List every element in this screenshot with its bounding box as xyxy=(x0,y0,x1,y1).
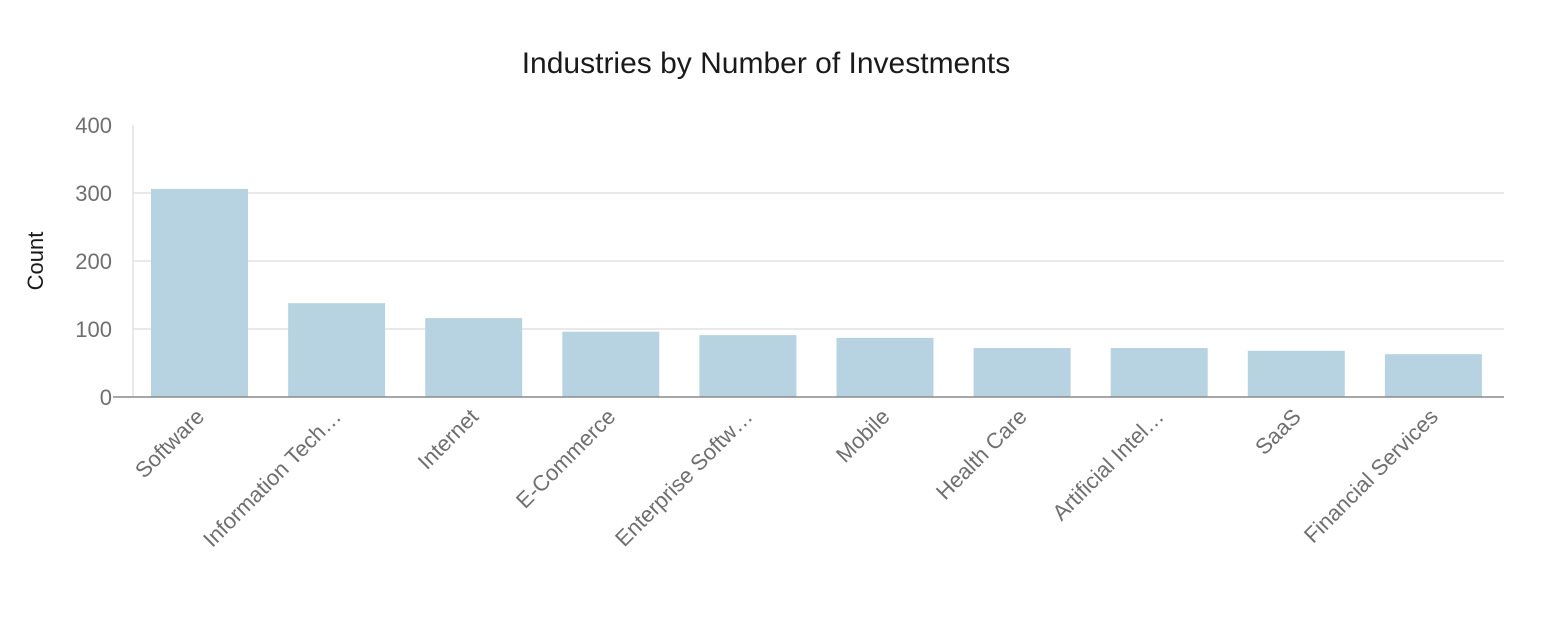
x-tick-label: Mobile xyxy=(831,404,895,468)
y-tick-label: 0 xyxy=(100,385,112,410)
x-tick-label: Information Tech… xyxy=(198,404,346,552)
x-tick-label: Software xyxy=(130,404,209,483)
y-tick-label: 200 xyxy=(75,249,112,274)
bar xyxy=(1247,350,1345,397)
x-tick-label: Financial Services xyxy=(1299,404,1443,548)
y-tick-labels: 0 100 200 300 400 xyxy=(75,113,112,410)
y-tick-label: 300 xyxy=(75,181,112,206)
bar xyxy=(151,188,248,397)
bar xyxy=(699,335,797,397)
bar xyxy=(425,318,523,397)
bar xyxy=(1110,348,1208,397)
x-tick-label: Artificial Intel… xyxy=(1047,404,1168,525)
bar xyxy=(562,331,660,397)
x-tick-label: Enterprise Softw… xyxy=(610,404,757,551)
bar xyxy=(288,303,386,397)
y-axis-label: Count xyxy=(23,232,48,291)
y-tick-label: 100 xyxy=(75,317,112,342)
x-tick-label: Health Care xyxy=(931,404,1032,505)
x-tick-label: E-Commerce xyxy=(511,404,620,513)
x-tick-label: SaaS xyxy=(1250,404,1306,460)
bar xyxy=(1384,354,1482,397)
x-tick-label: Internet xyxy=(413,404,483,474)
axes xyxy=(113,125,1504,398)
bars xyxy=(151,188,1482,397)
bar xyxy=(836,337,934,397)
bar xyxy=(973,348,1071,397)
y-tick-label: 400 xyxy=(75,113,112,138)
chart-title: Industries by Number of Investments xyxy=(522,47,1011,80)
